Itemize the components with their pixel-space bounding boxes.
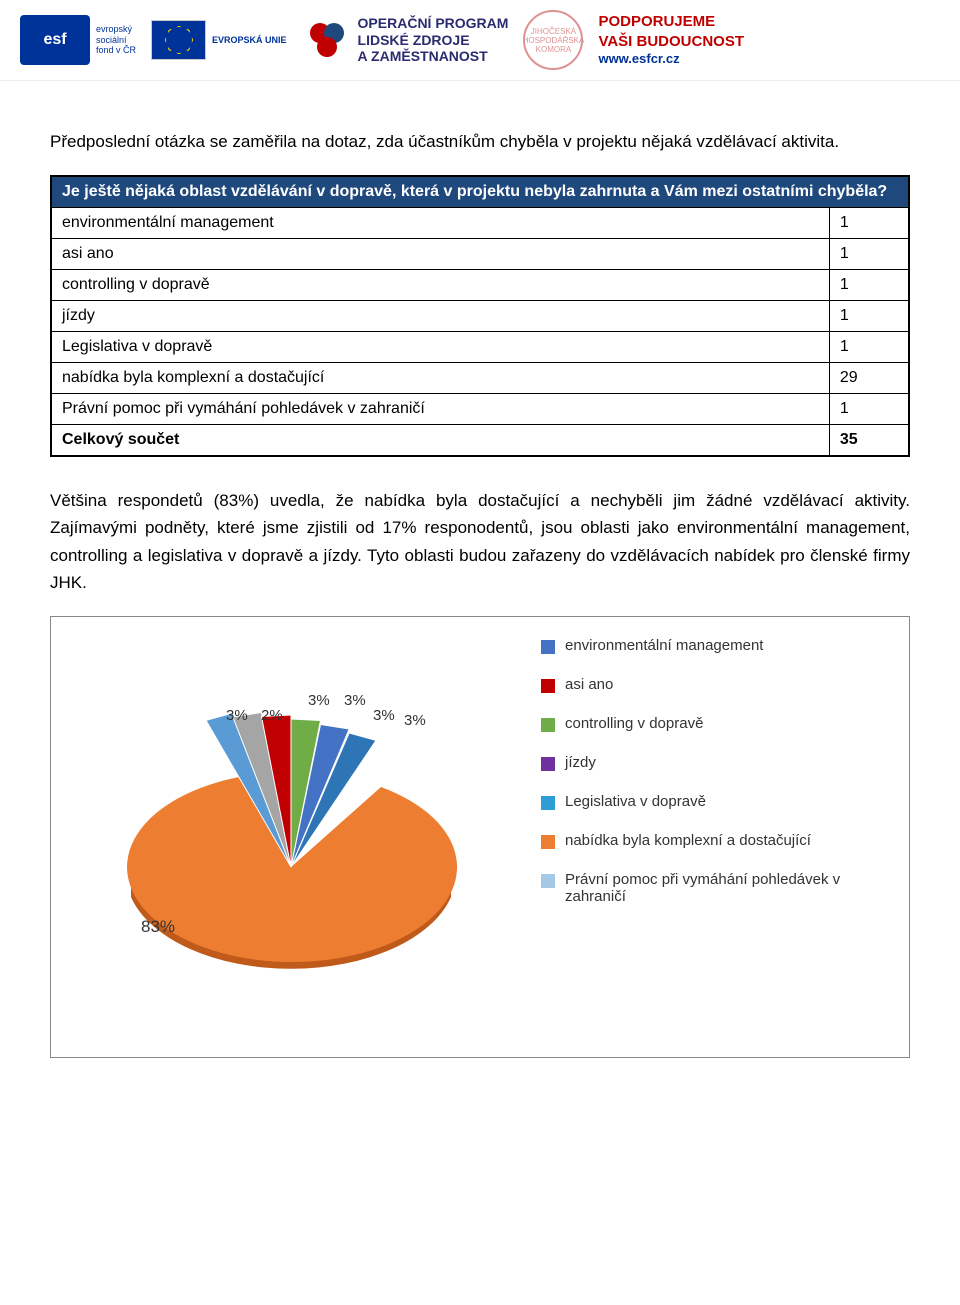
pct-2: 3% <box>308 692 330 709</box>
pct-4: 3% <box>373 707 395 724</box>
row-label: Legislativa v dopravě <box>51 332 829 363</box>
table-row: jízdy1 <box>51 301 909 332</box>
esf-subtext: evropský sociální fond v ČR <box>96 24 136 56</box>
table-header-row: Je ještě nějaká oblast vzdělávání v dopr… <box>51 176 909 208</box>
table-row: controlling v dopravě1 <box>51 270 909 301</box>
support-line1: PODPORUJEME <box>598 12 744 32</box>
legend-label: controlling v dopravě <box>565 715 703 732</box>
eu-flag-icon <box>151 20 206 60</box>
row-label: controlling v dopravě <box>51 270 829 301</box>
legend-item: environmentální management <box>541 637 889 654</box>
legend-item: controlling v dopravě <box>541 715 889 732</box>
row-label: nabídka byla komplexní a dostačující <box>51 363 829 394</box>
eu-label: EVROPSKÁ UNIE <box>212 35 287 45</box>
row-value: 1 <box>829 301 909 332</box>
total-value: 35 <box>829 425 909 457</box>
pie-legend: environmentální management asi ano control… <box>541 637 889 927</box>
header-logo-bar: esf evropský sociální fond v ČR EVROPSKÁ… <box>0 0 960 81</box>
esf-icon: esf <box>20 15 90 65</box>
op-line3: A ZAMĚSTNANOST <box>358 48 509 65</box>
eu-logo: EVROPSKÁ UNIE <box>151 20 287 60</box>
legend-label: asi ano <box>565 676 613 693</box>
support-text: PODPORUJEME VAŠI BUDOUCNOST www.esfcr.cz <box>598 12 744 68</box>
row-label: Právní pomoc při vymáhání pohledávek v z… <box>51 394 829 425</box>
row-label: environmentální management <box>51 208 829 239</box>
legend-label: Legislativa v dopravě <box>565 793 706 810</box>
total-label: Celkový součet <box>51 425 829 457</box>
table-row: Legislativa v dopravě1 <box>51 332 909 363</box>
row-label: asi ano <box>51 239 829 270</box>
legend-swatch <box>541 757 555 771</box>
page-content: Předposlední otázka se zaměřila na dotaz… <box>0 81 960 1098</box>
legend-label: environmentální management <box>565 637 763 654</box>
table-row: Právní pomoc při vymáhání pohledávek v z… <box>51 394 909 425</box>
pct-3: 3% <box>344 692 366 709</box>
esf-mark: esf <box>43 31 66 49</box>
row-value: 1 <box>829 332 909 363</box>
row-label: jízdy <box>51 301 829 332</box>
row-value: 1 <box>829 270 909 301</box>
jhk-label: JIHOČESKÁ HOSPODÁŘSKÁ KOMORA <box>523 27 585 54</box>
legend-item: jízdy <box>541 754 889 771</box>
legend-swatch <box>541 874 555 888</box>
jhk-logo: JIHOČESKÁ HOSPODÁŘSKÁ KOMORA <box>523 10 583 70</box>
puzzle-icon <box>302 15 352 65</box>
legend-item: Legislativa v dopravě <box>541 793 889 810</box>
table-header-cell: Je ještě nějaká oblast vzdělávání v dopr… <box>51 176 909 208</box>
pct-1: 2% <box>261 707 283 724</box>
legend-swatch <box>541 796 555 810</box>
table-row: asi ano1 <box>51 239 909 270</box>
pie-svg <box>71 637 511 1037</box>
legend-swatch <box>541 835 555 849</box>
row-value: 1 <box>829 239 909 270</box>
op-line1: OPERAČNÍ PROGRAM <box>358 15 509 32</box>
support-url: www.esfcr.cz <box>598 51 744 68</box>
legend-label: Právní pomoc při vymáhání pohledávek v z… <box>565 871 889 905</box>
pie-chart-container: 83% 3% 2% 3% 3% 3% 3% environmentální ma… <box>50 616 910 1058</box>
legend-swatch <box>541 718 555 732</box>
table-row: nabídka byla komplexní a dostačující29 <box>51 363 909 394</box>
survey-table: Je ještě nějaká oblast vzdělávání v dopr… <box>50 175 910 457</box>
legend-swatch <box>541 679 555 693</box>
legend-item: Právní pomoc při vymáhání pohledávek v z… <box>541 871 889 905</box>
pct-big: 83% <box>141 917 175 937</box>
table-total-row: Celkový součet 35 <box>51 425 909 457</box>
pct-5: 3% <box>404 712 426 729</box>
support-line2: VAŠI BUDOUCNOST <box>598 32 744 52</box>
legend-label: nabídka byla komplexní a dostačující <box>565 832 811 849</box>
intro-paragraph: Předposlední otázka se zaměřila na dotaz… <box>50 128 910 155</box>
pct-0: 3% <box>226 707 248 724</box>
mid-paragraph: Většina respondetů (83%) uvedla, že nabí… <box>50 487 910 596</box>
legend-item: asi ano <box>541 676 889 693</box>
op-text: OPERAČNÍ PROGRAM LIDSKÉ ZDROJE A ZAMĚSTN… <box>358 15 509 65</box>
esf-logo: esf evropský sociální fond v ČR <box>20 15 136 65</box>
legend-label: jízdy <box>565 754 596 771</box>
op-logo: OPERAČNÍ PROGRAM LIDSKÉ ZDROJE A ZAMĚSTN… <box>302 15 509 65</box>
op-line2: LIDSKÉ ZDROJE <box>358 32 509 49</box>
pie-chart: 83% 3% 2% 3% 3% 3% 3% <box>71 637 511 1037</box>
legend-swatch <box>541 640 555 654</box>
row-value: 29 <box>829 363 909 394</box>
row-value: 1 <box>829 208 909 239</box>
legend-item: nabídka byla komplexní a dostačující <box>541 832 889 849</box>
row-value: 1 <box>829 394 909 425</box>
table-row: environmentální management1 <box>51 208 909 239</box>
